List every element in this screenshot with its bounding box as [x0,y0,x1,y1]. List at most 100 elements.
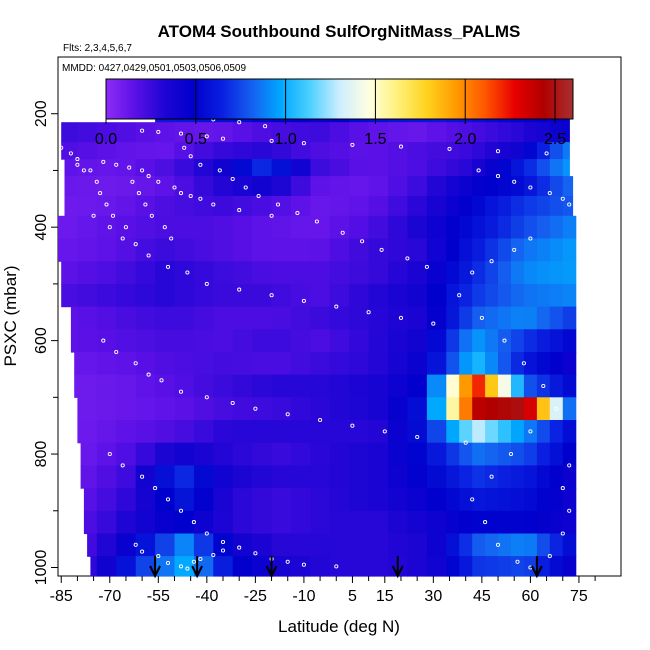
heatmap-cell [485,329,499,353]
heatmap-cell [232,306,253,330]
sample-point [489,259,494,264]
heatmap-cell [213,306,234,330]
heatmap-cell [77,142,98,160]
heatmap-cell [193,283,214,308]
sample-point [182,145,187,150]
sample-point [169,236,174,241]
heatmap-cell [96,397,117,421]
heatmap-cell [511,196,525,217]
heatmap-cell [523,196,538,217]
sample-point [447,146,452,151]
heatmap-cell [310,306,331,330]
heatmap-cell [368,329,389,353]
heatmap-cell [498,306,512,330]
heatmap-cell [472,329,486,353]
heatmap-cell [252,159,273,177]
sample-point [415,434,420,440]
heatmap-cell [446,442,460,466]
heatmap-cell [135,510,156,535]
sample-point [133,542,138,547]
heatmap-cell [116,488,137,512]
x-tick-label: 5 [348,588,357,605]
heatmap-cell [536,352,551,376]
heatmap-cell [252,397,273,421]
x-axis-label: Latitude (deg N) [278,617,400,636]
colorbar-ticks: 0.0 0.5 1.0 1.5 2.0 2.5 [95,79,566,148]
sample-point [318,417,323,423]
heatmap-cell [446,176,460,197]
heatmap-cell [549,488,564,512]
heatmap-cell [310,215,331,240]
heatmap-cell [213,176,234,197]
sample-point [143,202,148,207]
heatmap-cell [511,465,525,489]
heatmap-cell [549,176,564,197]
heatmap-cell [536,329,551,353]
heatmap-cell [485,196,499,217]
sample-point [156,554,161,559]
colorbar-tick-label: 2.5 [544,131,566,148]
sample-point [350,142,355,147]
heatmap-cell [135,397,156,421]
sample-point [476,168,481,173]
heatmap-cell [562,352,577,376]
heatmap-cell [135,261,156,285]
heatmap-cell [155,238,176,262]
heatmap-cell [96,556,117,577]
heatmap-cell [96,329,117,353]
sample-point [528,429,533,434]
sample-point [220,539,226,545]
heatmap-cell [407,283,428,308]
sample-point [237,545,242,550]
heatmap-cell [407,374,428,398]
heatmap-cell [135,122,156,143]
heatmap-cell [193,329,214,353]
heatmap-cell [232,261,253,285]
heatmap-cell [329,306,350,330]
heatmap-cell [472,261,486,285]
heatmap-cell [310,510,331,535]
heatmap-cell [155,556,176,577]
heatmap-cell [349,465,370,489]
heatmap-cell [407,329,428,353]
heatmap-cell [291,533,311,557]
heatmap-cell [498,159,512,177]
heatmap-cell [549,465,564,489]
heatmap-cell [446,556,460,577]
heatmap-cell [446,329,460,353]
heatmap-cell [271,420,292,444]
sample-point [146,372,151,377]
heatmap-cell [77,122,98,143]
heatmap-cell [562,142,570,160]
heatmap-cell [485,238,499,262]
heatmap-cell [472,397,486,421]
heatmap-cell [96,374,117,398]
heatmap-cell [426,374,447,398]
sample-point [81,168,86,173]
heatmap-cell [135,420,156,444]
sample-point [360,239,365,244]
heatmap-cell [213,397,234,421]
heatmap-cell [446,374,460,398]
sample-point [521,361,526,366]
heatmap-cell [511,397,525,421]
heatmap-cell [174,122,195,143]
heatmap-cell [310,142,331,160]
heatmap-cell [174,510,195,535]
heatmap-cell [368,238,389,262]
heatmap-cell [388,306,408,330]
heatmap-cell [349,420,370,444]
heatmap-cell [549,122,564,143]
heatmap-cell [407,352,428,376]
heatmap-cell [459,142,473,160]
sample-point [185,270,190,275]
x-tick-label: -70 [98,588,121,605]
heatmap-cell [388,465,408,489]
heatmap-cell [135,352,156,376]
heatmap-cell [252,196,273,217]
heatmap-cell [135,306,156,330]
heatmap-cell [252,352,273,376]
heatmap-cell [174,196,195,217]
heatmap-cell [96,215,117,240]
y-tick-label: 200 [33,100,50,127]
